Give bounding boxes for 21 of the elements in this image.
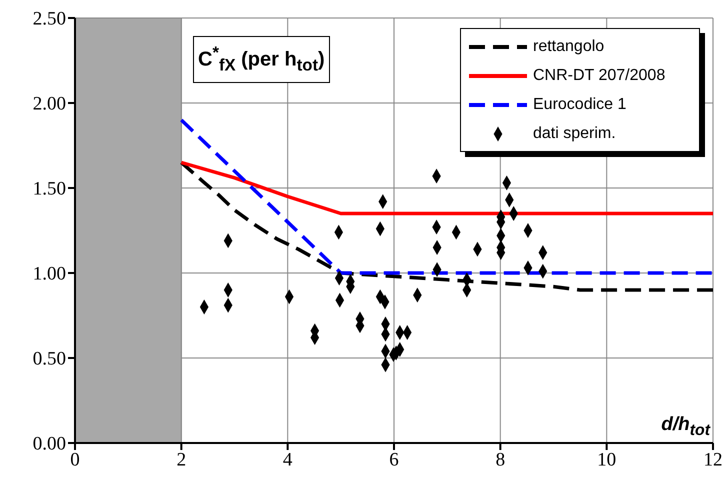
x-tick-label: 2 [176,449,186,470]
x-tick-label: 4 [282,449,293,470]
line-series [180,160,713,292]
legend-label: CNR-DT 207/2008 [533,66,666,86]
x-tick-label: 8 [496,449,506,470]
x-tick-label: 10 [597,449,616,470]
legend-label: Eurocodice 1 [533,95,626,115]
x-tick-label: 0 [70,449,80,470]
x-tick-label: 6 [389,449,399,470]
legend-label: rettangolo [533,37,604,57]
x-axis-title: d/h$_{tot}$ [661,414,710,440]
legend-label: dati sperim. [533,124,616,144]
text: C$^{*}$$_{fX}$ (per h$_{tot}$) [193,36,330,83]
y-tick-label: 0.50 [32,348,66,370]
x-tick-label: 12 [704,449,722,470]
y-tick-label: 2.00 [32,94,66,115]
y-tick-label: 0.00 [32,434,66,455]
line-series [180,160,713,216]
y-tick-label: 1.50 [32,178,66,200]
y-tick-label: 2.50 [32,8,66,30]
y-tick-label: 1.00 [32,264,66,285]
